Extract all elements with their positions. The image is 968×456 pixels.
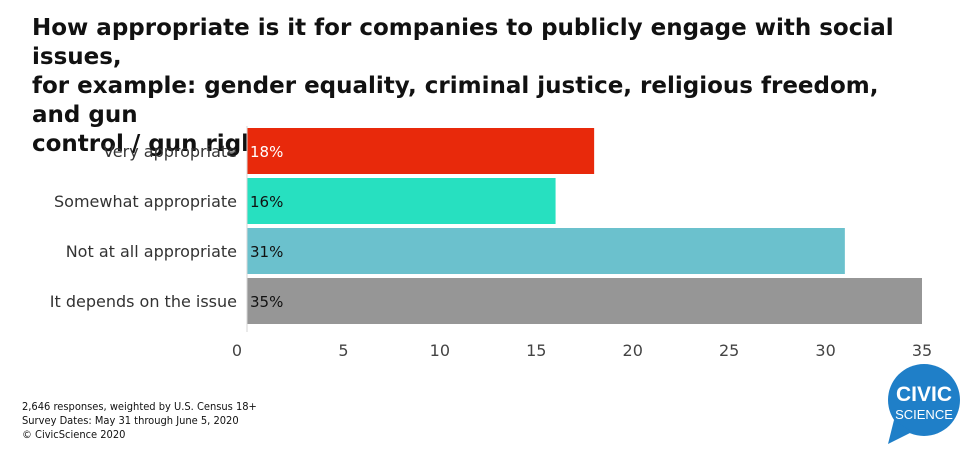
category-label-3: It depends on the issue <box>50 292 237 311</box>
bar-2 <box>247 228 845 274</box>
x-tick-label-0: 0 <box>232 341 242 360</box>
x-tick-label-15: 15 <box>526 341 546 360</box>
title-line-1: How appropriate is it for companies to p… <box>32 15 894 70</box>
x-tick-label-25: 25 <box>719 341 739 360</box>
x-tick-label-35: 35 <box>912 341 932 360</box>
category-label-2: Not at all appropriate <box>66 242 237 261</box>
chart-title: How appropriate is it for companies to p… <box>32 14 932 159</box>
x-tick-label-5: 5 <box>338 341 348 360</box>
logo-speech-tail <box>888 420 912 444</box>
category-label-1: Somewhat appropriate <box>54 192 237 211</box>
data-label-0: 18% <box>250 143 283 161</box>
logo-word-civic: CIVIC <box>896 383 952 406</box>
category-label-0: Very appropriate <box>103 142 237 161</box>
bar-3 <box>247 278 922 324</box>
x-tick-label-10: 10 <box>430 341 450 360</box>
footnote: 2,646 responses, weighted by U.S. Census… <box>22 400 257 442</box>
footnote-dates: Survey Dates: May 31 through June 5, 202… <box>22 414 239 427</box>
x-tick-label-20: 20 <box>623 341 643 360</box>
data-label-1: 16% <box>250 193 283 211</box>
title-line-2: for example: gender equality, criminal j… <box>32 73 879 128</box>
logo-circle <box>888 364 960 436</box>
data-label-2: 31% <box>250 243 283 261</box>
civicscience-logo: CIVIC SCIENCE <box>888 364 960 444</box>
bar-0 <box>247 128 595 174</box>
bar-1 <box>247 178 556 224</box>
footnote-responses: 2,646 responses, weighted by U.S. Census… <box>22 400 257 413</box>
x-tick-label-30: 30 <box>815 341 835 360</box>
footnote-copyright: © CivicScience 2020 <box>22 428 126 441</box>
logo-word-science: SCIENCE <box>895 407 953 422</box>
data-label-3: 35% <box>250 293 283 311</box>
